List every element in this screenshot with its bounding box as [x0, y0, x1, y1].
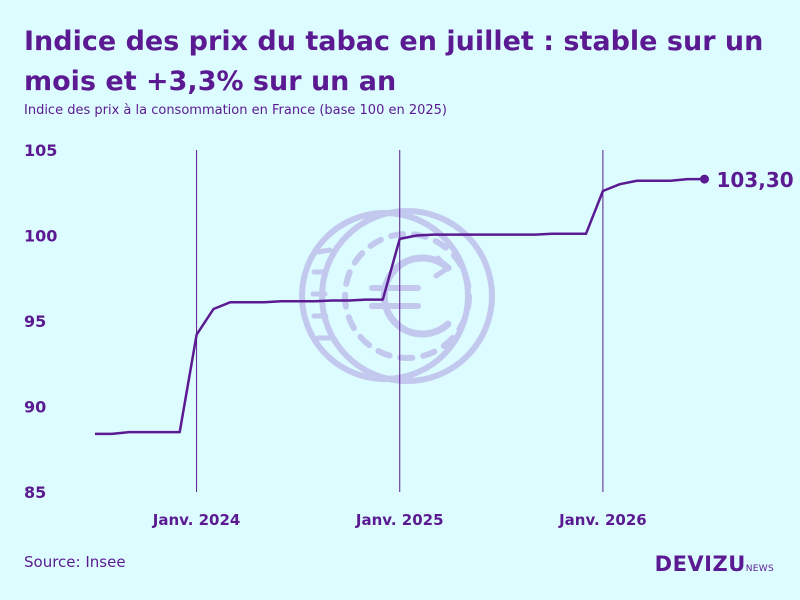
- chart-title: Indice des prix du tabac en juillet : st…: [24, 26, 764, 97]
- x-tick-label: Janv. 2025: [355, 511, 444, 529]
- source-note: Source: Insee: [24, 553, 126, 571]
- last-value-label: 103,30: [716, 168, 793, 192]
- y-tick-label: 100: [24, 227, 57, 246]
- logo-sub-text: NEWS: [745, 564, 774, 574]
- euro-coin-icon: [299, 208, 495, 384]
- series-line: [95, 177, 705, 436]
- y-tick-label: 95: [24, 312, 46, 331]
- y-tick-label: 85: [24, 483, 46, 502]
- y-tick-label: 90: [24, 398, 46, 417]
- y-tick-label: 105: [24, 141, 57, 160]
- last-data-point: [699, 174, 709, 184]
- logo-main-text: DEVIZU: [654, 552, 746, 576]
- x-tick-label: Janv. 2024: [152, 511, 241, 529]
- chart-subtitle: Indice des prix à la consommation en Fra…: [24, 103, 448, 118]
- brand-logo: DEVIZUNEWS: [655, 552, 774, 576]
- x-tick-label: Janv. 2026: [558, 511, 647, 529]
